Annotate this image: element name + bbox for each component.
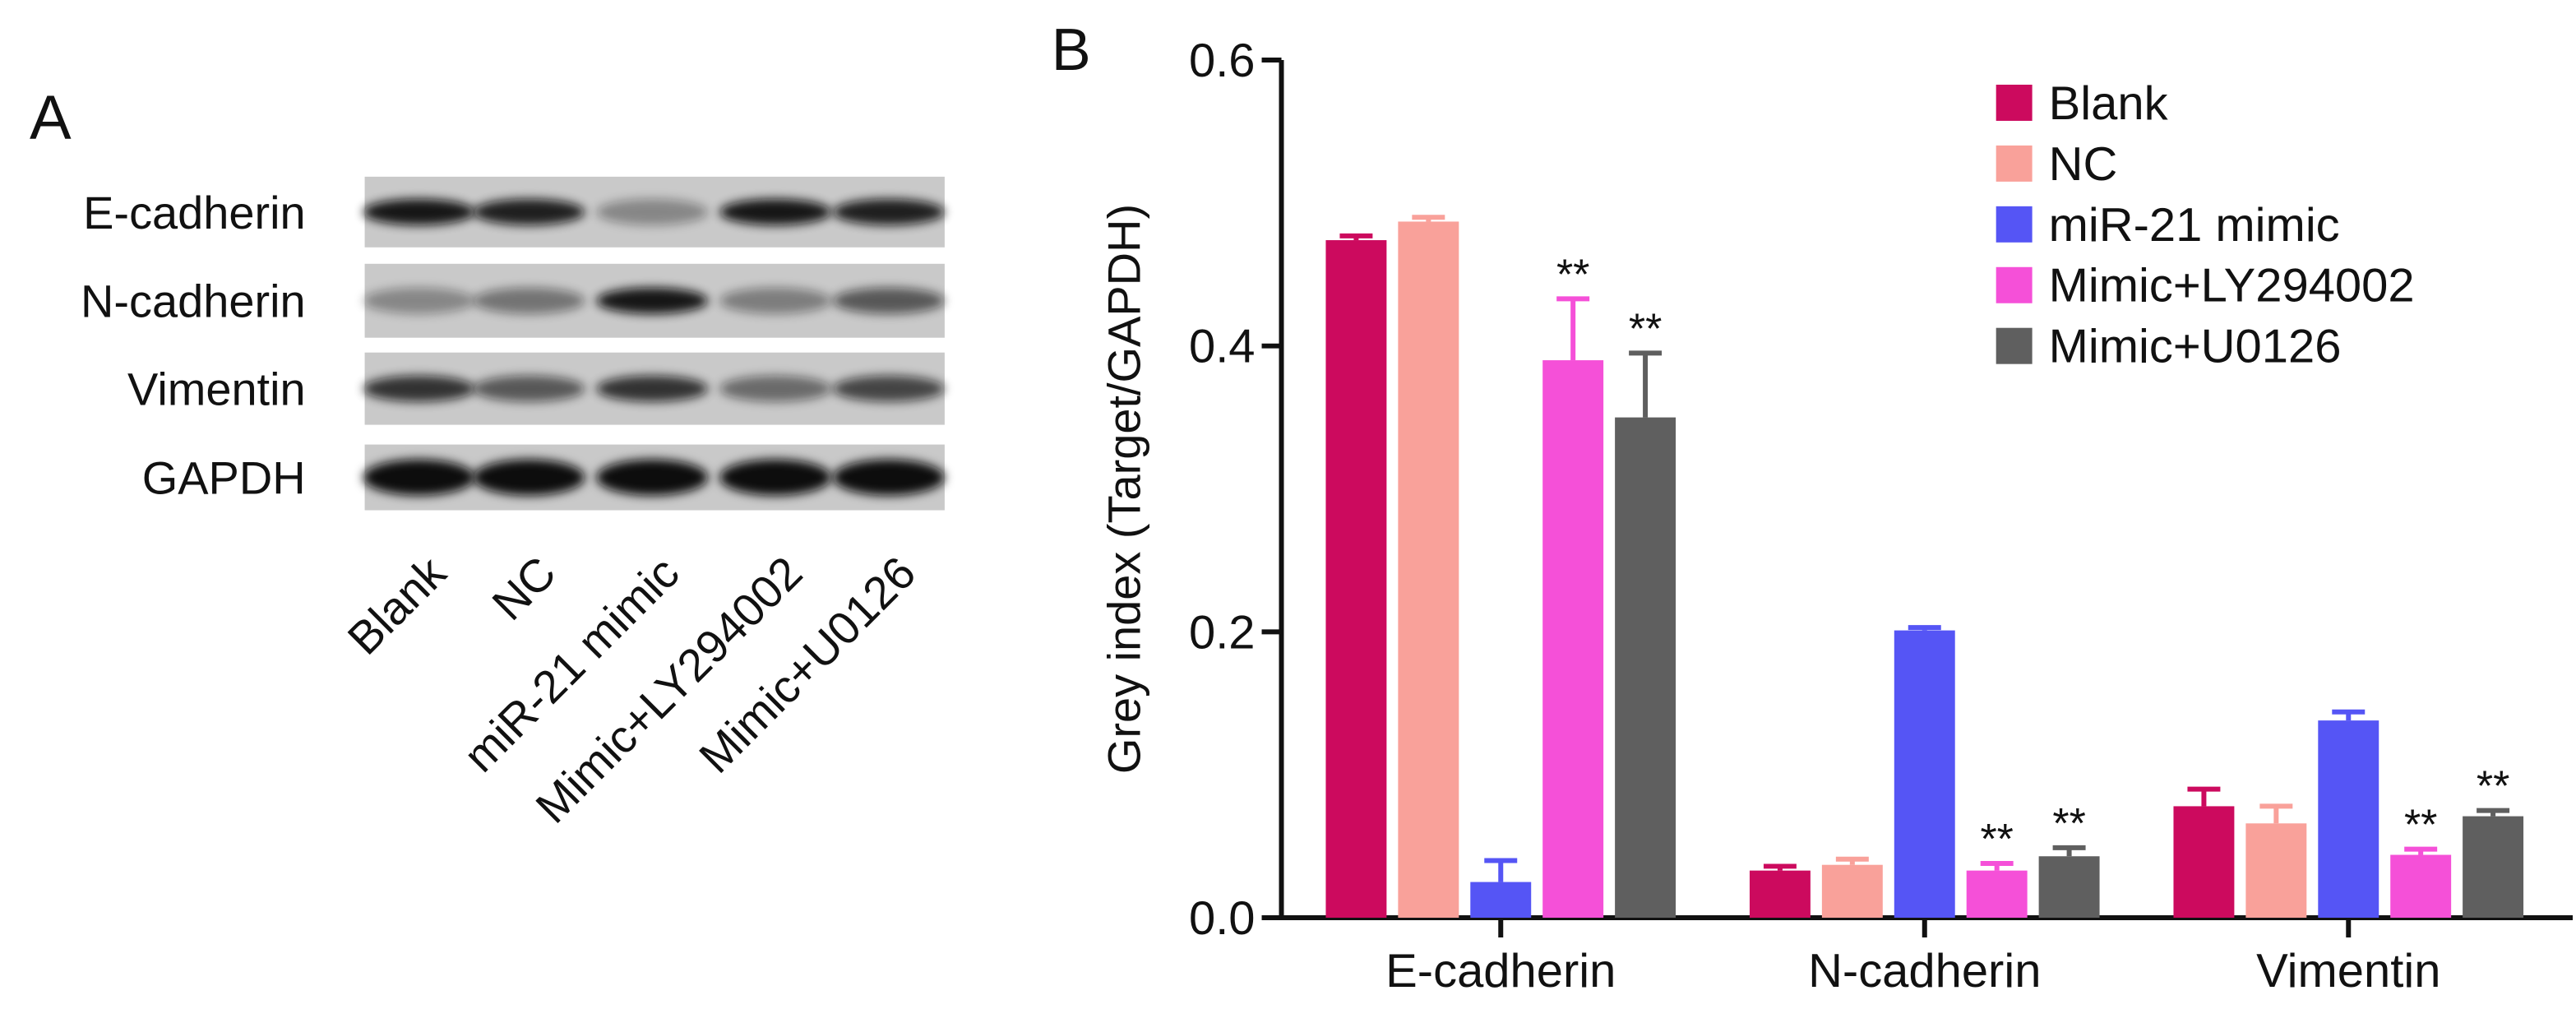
y-axis-label: Grey index (Target/GAPDH) (1098, 204, 1150, 774)
blot-band (719, 375, 832, 402)
blot-band (833, 459, 945, 496)
bar (2245, 823, 2307, 919)
bar (2173, 806, 2235, 919)
blot-band (719, 287, 832, 314)
significance-label: ** (1980, 816, 2013, 863)
blot-band (473, 375, 585, 402)
legend-swatch (1996, 84, 2033, 121)
significance-label: ** (1556, 251, 1589, 299)
significance-label: ** (2404, 802, 2437, 849)
blot-band (833, 375, 945, 402)
row-label: Vimentin (127, 363, 306, 415)
western-blot: E-cadherin N-cadherin Vimentin GAPDH Blank NC… (81, 176, 945, 833)
blot-band (596, 198, 709, 225)
bar (2463, 816, 2524, 919)
blot-band (473, 198, 585, 225)
x-tick-label: Vimentin (2256, 945, 2440, 997)
blot-band (833, 198, 945, 225)
legend-swatch (1996, 266, 2033, 303)
blot-band (719, 459, 832, 496)
legend-label: miR-21 mimic (2049, 199, 2340, 252)
bar (2318, 720, 2379, 919)
bar (1398, 221, 1459, 919)
y-tick-label: 0.6 (1189, 35, 1256, 87)
blot-band (473, 459, 585, 496)
panel-label: B (1052, 17, 1091, 83)
row-label: N-cadherin (81, 275, 306, 327)
bar (1325, 240, 1387, 919)
blot-band (719, 198, 832, 225)
blot-band (473, 287, 585, 314)
row-label: E-cadherin (83, 187, 306, 238)
bar (1615, 417, 1676, 919)
row-label: GAPDH (142, 452, 306, 504)
bar (1749, 870, 1811, 919)
blot-band (363, 287, 475, 314)
y-tick-label: 0.2 (1189, 606, 1256, 659)
legend-label: Mimic+U0126 (2049, 321, 2342, 373)
lane-label: NC (482, 546, 566, 630)
bar (1542, 360, 1604, 919)
blot-band (596, 287, 709, 314)
blot-band (596, 375, 709, 402)
blot-band (363, 459, 475, 496)
legend-swatch (1996, 206, 2033, 243)
legend-label: Blank (2049, 77, 2169, 130)
blot-band (363, 375, 475, 402)
lane-label: Blank (337, 546, 456, 664)
significance-label: ** (2052, 800, 2085, 848)
bar (1966, 870, 2028, 919)
y-tick-label: 0.4 (1189, 321, 1256, 373)
blot-band (833, 287, 945, 314)
legend-label: Mimic+LY294002 (2049, 260, 2415, 312)
bar (1470, 882, 1532, 919)
bar (2038, 856, 2100, 919)
bar (2390, 854, 2452, 919)
blot-band (596, 459, 709, 496)
panel-label: A (30, 83, 72, 153)
legend-label: NC (2049, 138, 2118, 191)
x-tick-label: N-cadherin (1808, 945, 2041, 997)
blot-band (363, 198, 475, 225)
bar (1821, 864, 1883, 919)
x-tick-label: E-cadherin (1385, 945, 1616, 997)
bar (1894, 630, 1955, 919)
legend-swatch (1996, 145, 2033, 182)
significance-label: ** (1629, 305, 1662, 353)
significance-label: ** (2477, 763, 2509, 811)
y-tick-label: 0.0 (1189, 892, 1256, 945)
lane-label: miR-21 mimic (453, 546, 688, 781)
legend-swatch (1996, 327, 2033, 364)
